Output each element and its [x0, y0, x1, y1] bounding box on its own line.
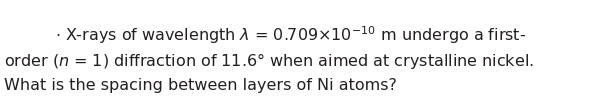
Text: What is the spacing between layers of Ni atoms?: What is the spacing between layers of Ni…	[4, 78, 397, 93]
Text: .: .	[55, 24, 60, 39]
Text: X-rays of wavelength $\lambda$ = 0.709$\times$10$^{-10}$ m undergo a first-: X-rays of wavelength $\lambda$ = 0.709$\…	[65, 24, 526, 46]
Text: order ($n$ = 1) diffraction of 11.6° when aimed at crystalline nickel.: order ($n$ = 1) diffraction of 11.6° whe…	[4, 51, 534, 71]
